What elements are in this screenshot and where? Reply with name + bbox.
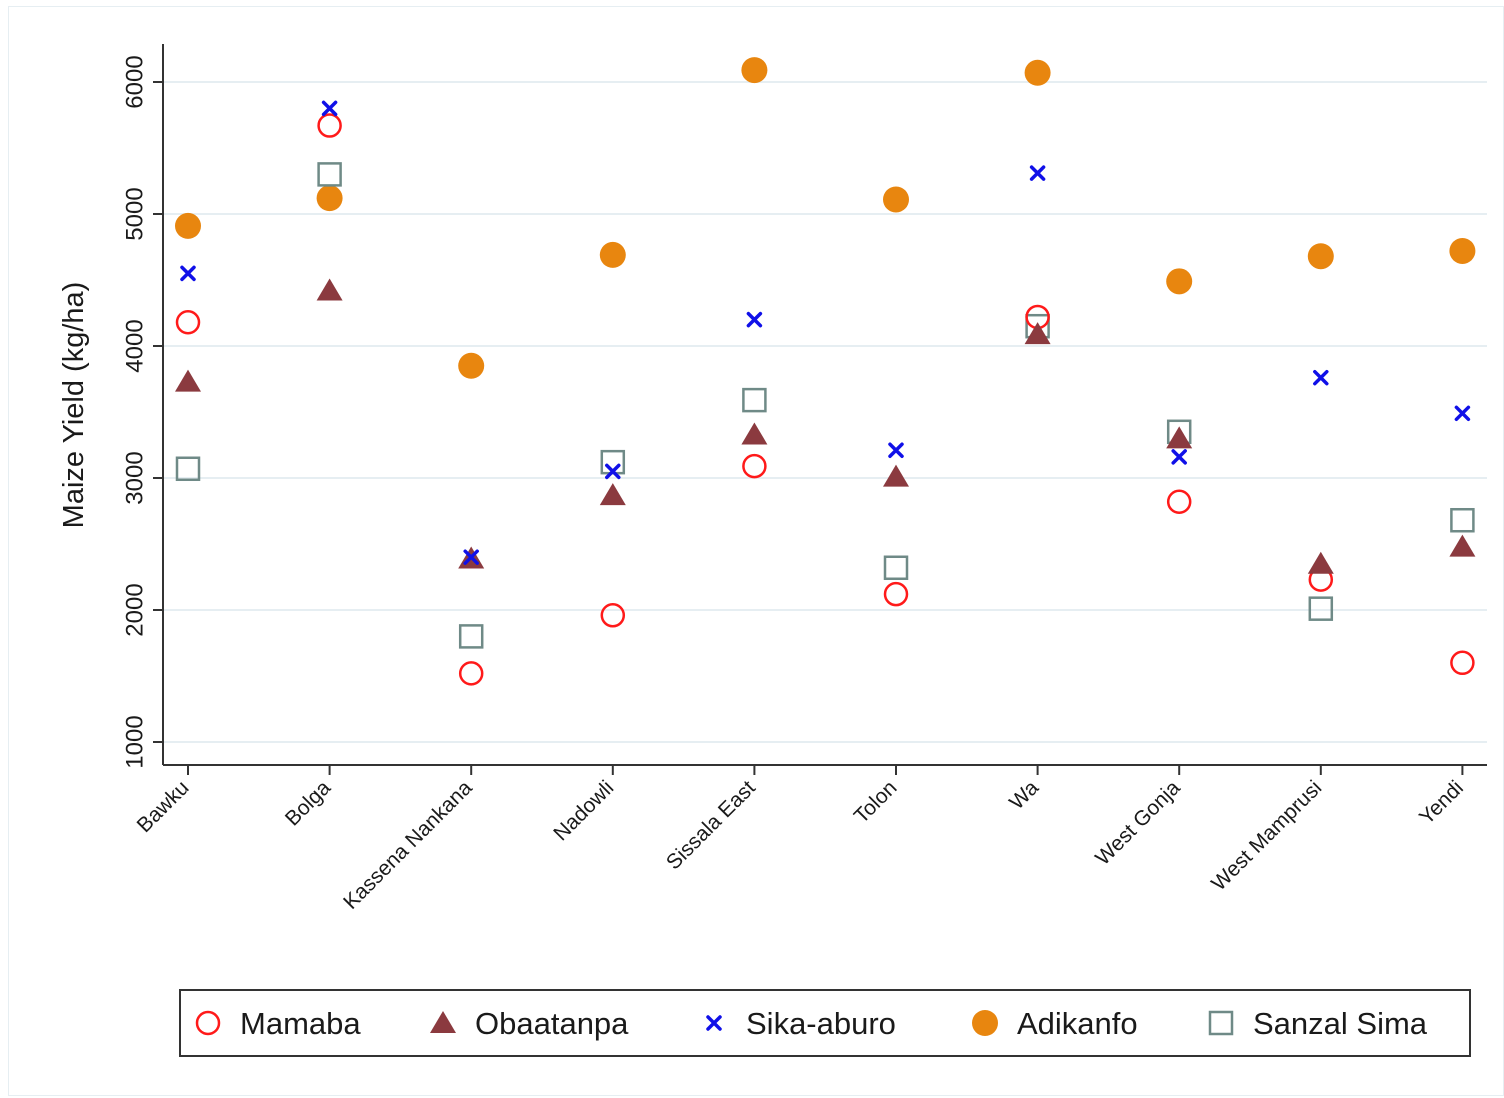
data-point	[883, 186, 909, 213]
x-tick-label: Nadowli	[549, 776, 618, 845]
data-point	[316, 278, 343, 301]
data-point	[1307, 243, 1334, 270]
x-tick-label: Tolon	[850, 776, 902, 828]
data-point	[599, 241, 626, 268]
data-point	[1449, 534, 1476, 557]
data-point	[317, 113, 342, 138]
data-point	[1029, 165, 1046, 181]
data-point	[1166, 268, 1193, 295]
data-points	[175, 57, 1476, 686]
data-point	[1171, 449, 1187, 465]
legend-item: Adikanfo	[972, 1006, 1138, 1041]
series-sika-aburo	[180, 100, 1471, 565]
axes	[162, 44, 1487, 766]
x-tick-label: West Gonja	[1091, 776, 1185, 870]
y-ticks: 1000 2000 3000 4000 5000 6000	[121, 55, 163, 769]
data-point	[742, 453, 767, 479]
series-adikanfo	[175, 57, 1476, 379]
x-tick-label: West Mamprusi	[1207, 776, 1326, 895]
data-point	[1313, 369, 1329, 386]
legend-marker	[972, 1010, 998, 1036]
data-point	[888, 442, 904, 459]
legend-item: Sika-aburo	[706, 1006, 896, 1041]
data-point	[1308, 596, 1334, 621]
data-point	[1449, 237, 1476, 264]
legend-label: Sanzal Sima	[1253, 1006, 1428, 1041]
data-point	[605, 463, 621, 480]
data-point	[742, 387, 767, 413]
y-tick-label: 5000	[121, 187, 148, 240]
data-point	[180, 265, 196, 282]
data-point	[175, 369, 201, 392]
x-tick-label: Bawku	[133, 776, 194, 837]
y-tick-label: 1000	[121, 715, 148, 768]
series-mamaba	[175, 113, 1475, 686]
legend-label: Sika-aburo	[746, 1006, 896, 1041]
data-point	[175, 309, 201, 335]
x-tick-label: Kassena Nankana	[339, 776, 477, 914]
y-tick-label: 2000	[121, 583, 148, 636]
data-point	[1024, 322, 1051, 345]
x-tick-label: Wa	[1005, 776, 1043, 814]
data-point	[1166, 426, 1193, 449]
legend: Mamaba Obaatanpa Sika-aburo Adikanfo Sanzal …	[179, 989, 1471, 1057]
legend-item: Obaatanpa	[430, 1006, 629, 1041]
data-point	[1454, 405, 1471, 422]
series-obaatanpa	[175, 278, 1476, 574]
y-tick-label: 4000	[121, 319, 148, 372]
data-point	[316, 185, 343, 212]
data-point	[458, 661, 484, 686]
x-tick-label: Sissala East	[662, 776, 760, 874]
data-point	[741, 57, 768, 84]
y-axis-title: Maize Yield (kg/ha)	[58, 282, 90, 529]
legend-marker	[706, 1015, 722, 1031]
data-point	[458, 352, 485, 379]
data-point	[321, 100, 338, 117]
legend-label: Mamaba	[240, 1006, 361, 1041]
y-tick-label: 3000	[121, 451, 148, 504]
data-point	[1450, 507, 1475, 533]
x-tick-label: Bolga	[281, 776, 335, 830]
data-point	[317, 162, 342, 187]
series-sanzal-sima	[175, 162, 1475, 649]
x-ticks: Bawku Bolga Kassena Nankana Nadowli Sissala …	[133, 765, 1468, 914]
data-point	[599, 483, 626, 506]
data-point	[883, 464, 909, 487]
data-point	[883, 581, 909, 607]
data-point	[175, 456, 201, 482]
data-point	[458, 624, 484, 649]
legend-label: Obaatanpa	[475, 1006, 629, 1041]
legend-item: Sanzal Sima	[1208, 1006, 1428, 1041]
legend-box	[179, 989, 1471, 1057]
x-tick-label: Yendi	[1415, 776, 1468, 829]
data-point	[746, 311, 763, 328]
y-tick-label: 6000	[121, 55, 148, 108]
data-point	[175, 212, 201, 239]
legend-marker	[430, 1011, 456, 1033]
data-point	[741, 422, 768, 445]
data-point	[1024, 59, 1051, 86]
data-point	[883, 555, 909, 581]
data-point	[1166, 489, 1192, 515]
legend-label: Adikanfo	[1017, 1006, 1138, 1041]
legend-marker	[195, 1010, 221, 1036]
grid-lines	[163, 81, 1487, 743]
data-point	[600, 603, 626, 628]
chart-frame	[8, 6, 1504, 1096]
data-point	[1307, 551, 1334, 574]
data-point	[463, 549, 479, 565]
legend-item: Mamaba	[195, 1006, 361, 1041]
legend-marker	[1208, 1010, 1234, 1036]
data-point	[1450, 650, 1475, 676]
